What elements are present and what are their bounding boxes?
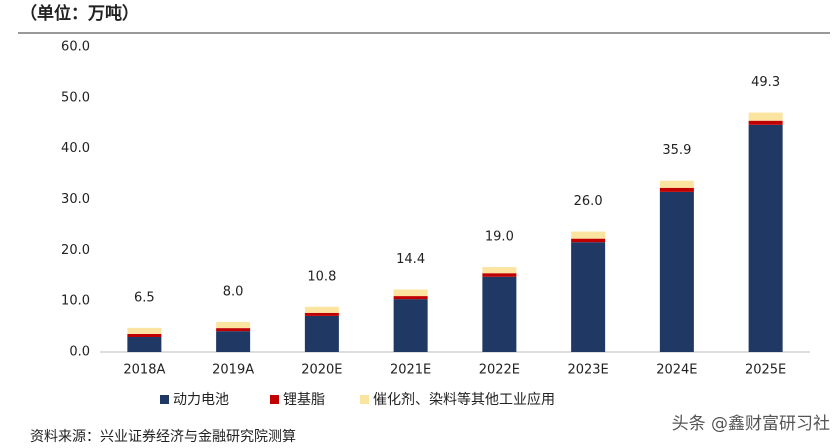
bar-segment (304, 312, 339, 316)
legend-swatch (160, 395, 169, 404)
x-tick-label: 2024E (656, 363, 697, 378)
y-tick-label: 10.0 (61, 294, 90, 309)
bar-segment (482, 273, 517, 277)
x-tick-label: 2021E (390, 363, 431, 378)
total-label: 49.3 (751, 75, 780, 90)
bar-segment (127, 333, 162, 338)
y-tick-label: 20.0 (61, 243, 90, 258)
bar-segment (393, 296, 428, 300)
bar-segment (216, 322, 251, 329)
bar-segment (571, 238, 606, 243)
bar-segment (748, 120, 783, 125)
y-tick-label: 0.0 (69, 345, 90, 360)
legend-swatch (360, 395, 369, 404)
bar-segment (748, 124, 783, 353)
legend-label: 锂基脂 (283, 391, 325, 408)
bar-segment (304, 315, 339, 352)
chart-title: （单位：万吨） (20, 3, 139, 24)
x-tick-label: 2023E (567, 363, 608, 378)
bar-segment (482, 267, 517, 274)
bar-segment (127, 337, 162, 352)
bar-segment (304, 306, 339, 313)
x-tick-label: 2019A (212, 363, 254, 378)
total-label: 19.0 (485, 230, 514, 245)
y-tick-label: 50.0 (61, 90, 90, 105)
bar-segment (127, 327, 162, 334)
y-tick-label: 30.0 (61, 192, 90, 207)
x-tick-label: 2020E (301, 363, 342, 378)
bar-segment (571, 242, 606, 352)
bar-segment (748, 112, 783, 121)
total-label: 8.0 (223, 285, 244, 300)
x-tick-label: 2022E (479, 363, 520, 378)
legend-label: 催化剂、染料等其他工业应用 (373, 391, 555, 408)
total-label: 10.8 (307, 269, 336, 284)
bar-segment (393, 299, 428, 352)
x-tick-label: 2018A (123, 363, 165, 378)
bar-segment (216, 331, 251, 352)
bar-segment (659, 187, 694, 192)
bar-segment (216, 328, 251, 332)
bar-segment (482, 276, 517, 352)
bar-segment (393, 289, 428, 297)
total-label: 14.4 (396, 252, 425, 267)
y-tick-label: 60.0 (61, 40, 90, 55)
legend-swatch (270, 395, 279, 404)
legend-label: 动力电池 (173, 392, 229, 408)
bar-segment (571, 231, 606, 239)
bar-segment (659, 191, 694, 352)
total-label: 26.0 (574, 194, 603, 209)
x-tick-label: 2025E (745, 363, 786, 378)
y-tick-label: 40.0 (61, 141, 90, 156)
source: 资料来源：兴业证券经济与金融研究院测算 (30, 429, 296, 445)
watermark: 头条 @鑫财富研习社 (672, 414, 830, 434)
total-label: 35.9 (662, 143, 691, 158)
total-label: 6.5 (134, 290, 155, 305)
bar-segment (659, 180, 694, 188)
